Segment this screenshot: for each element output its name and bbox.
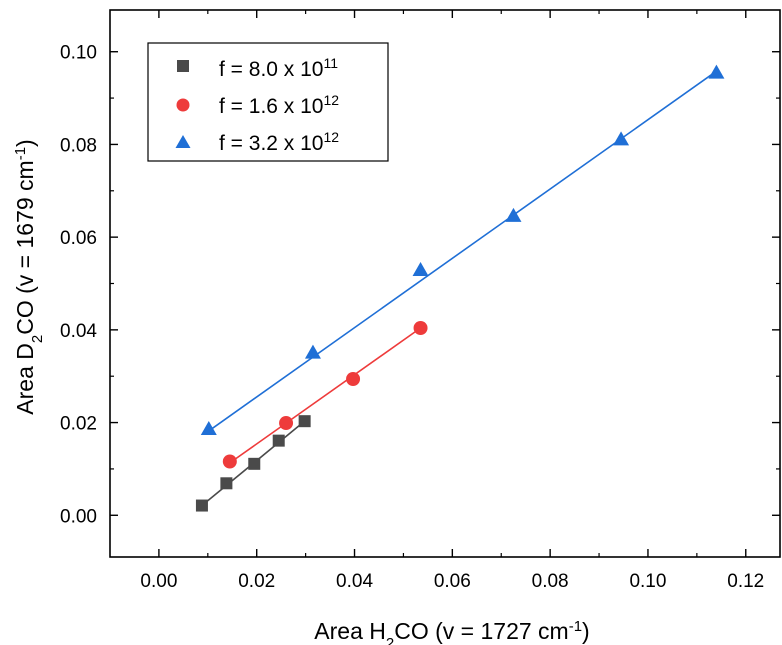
data-point-series-1	[248, 457, 261, 470]
x-tick-label: 0.04	[336, 571, 373, 592]
data-point-series-2	[222, 454, 237, 469]
y-tick-label: 0.02	[60, 414, 97, 435]
data-point-series-2	[413, 321, 428, 336]
legend-marker-series-2	[176, 98, 190, 112]
data-point-series-3	[505, 207, 522, 222]
data-point-series-1	[195, 499, 208, 512]
x-tick-label: 0.00	[140, 571, 177, 592]
data-point-series-3	[412, 262, 429, 277]
legend-marker-series-1	[177, 60, 189, 72]
y-axis-title: Area D2CO (v = 1679 cm-1)	[12, 139, 46, 414]
fit-line-series-2	[229, 327, 422, 464]
legend-marker-series-3	[175, 135, 191, 148]
x-tick-label: 0.02	[238, 571, 275, 592]
data-points	[195, 64, 725, 512]
x-axis-title: Area H2CO (v = 1727 cm-1)	[314, 618, 589, 645]
y-tick-label: 0.00	[60, 506, 97, 527]
data-point-series-2	[346, 371, 361, 386]
x-tick-label: 0.12	[727, 571, 764, 592]
data-point-series-3	[200, 421, 217, 436]
data-point-series-1	[220, 477, 233, 490]
x-tick-label: 0.08	[532, 571, 569, 592]
x-tick-label: 0.10	[629, 571, 666, 592]
legend-label-series-3: f = 3.2 x 1012	[219, 129, 339, 155]
y-tick-label: 0.10	[60, 43, 97, 64]
legend-label-series-1: f = 8.0 x 1011	[219, 55, 338, 81]
data-point-series-2	[279, 416, 294, 431]
data-point-series-3	[613, 131, 630, 146]
y-tick-label: 0.06	[60, 228, 97, 249]
fit-line-series-3	[208, 70, 717, 432]
y-tick-label: 0.04	[60, 321, 97, 342]
legend-label-series-2: f = 1.6 x 1012	[219, 92, 339, 118]
y-tick-label: 0.08	[60, 135, 97, 156]
data-point-series-3	[708, 64, 725, 79]
data-point-series-1	[298, 415, 311, 428]
x-tick-label: 0.06	[434, 571, 471, 592]
legend: f = 8.0 x 1011 f = 1.6 x 1012 f = 3.2 x …	[147, 42, 389, 162]
data-point-series-1	[272, 434, 285, 447]
data-point-series-3	[304, 344, 321, 359]
axis-ticks: 0.00 0.02 0.04 0.06 0.08 0.10 0.12 0.00 0.02 0.04…	[60, 10, 780, 592]
